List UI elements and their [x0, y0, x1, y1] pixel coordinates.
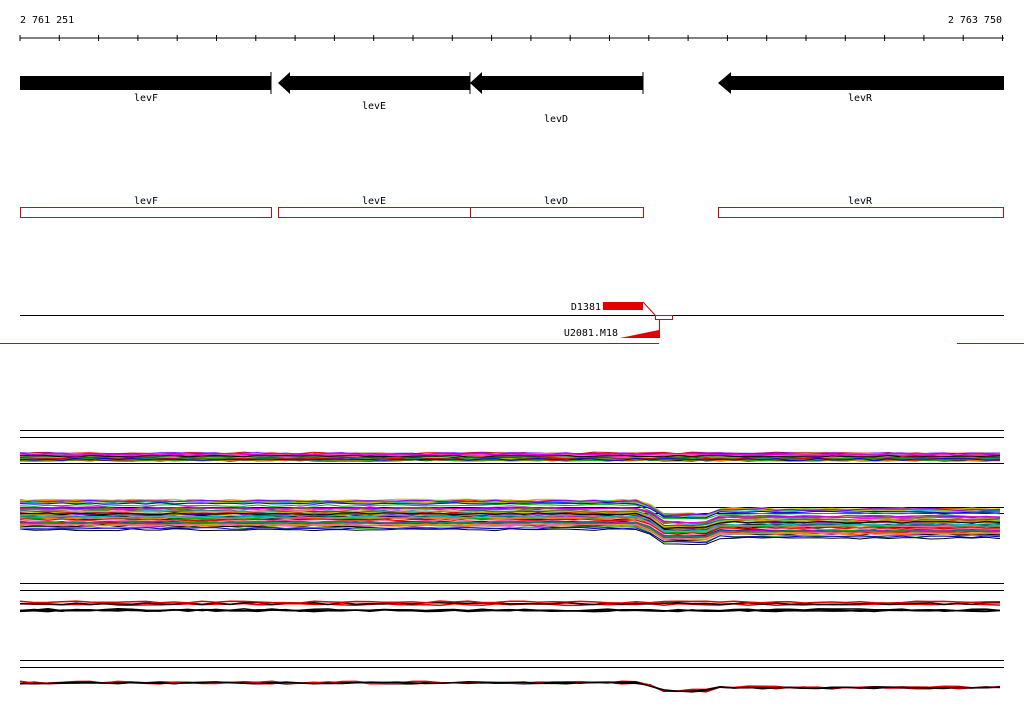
expression-trace	[19, 457, 1001, 461]
feature-label: D1381	[571, 302, 601, 313]
feature-box	[655, 315, 673, 320]
gene-arrow	[278, 72, 470, 94]
expression-trace	[19, 501, 1001, 519]
feature-connector	[642, 301, 656, 316]
annotation-label: levR	[848, 196, 873, 207]
expression-trace	[19, 512, 1001, 530]
expression-trace	[19, 503, 1001, 520]
ruler-ticks	[19, 35, 1003, 41]
annotation-box	[718, 207, 1004, 218]
gene-arrow	[470, 72, 643, 94]
annotation-label: levE	[362, 196, 386, 207]
expression-trace	[19, 681, 1001, 692]
expression-trace	[19, 499, 1001, 517]
feature-block	[603, 302, 643, 310]
gene-track: levF levE levD levR	[20, 72, 1004, 125]
gene-arrow	[718, 72, 1004, 94]
expression-trace	[19, 452, 1001, 456]
annotation-label: levD	[544, 196, 568, 207]
gene-label: levF	[134, 93, 158, 104]
gene-label: levD	[544, 114, 568, 125]
expression-trace	[19, 523, 1001, 540]
ruler-start: 2 761 251	[20, 15, 74, 26]
expression-trace	[19, 601, 1001, 606]
expression-trace	[19, 600, 1001, 604]
gene-label: levE	[362, 101, 386, 112]
ruler-end: 2 763 750	[948, 15, 1002, 26]
expression-trace	[19, 526, 1001, 544]
annotation-box	[278, 207, 471, 218]
gene-label: levR	[848, 93, 873, 104]
expression-trace	[19, 521, 1001, 538]
expression-trace	[19, 528, 1001, 546]
expression-trace	[19, 515, 1001, 533]
feature-triangle	[620, 330, 659, 338]
annotation-box	[470, 207, 644, 218]
annotation-track	[20, 207, 1004, 218]
expression-trace	[19, 514, 1001, 532]
expression-trace	[19, 506, 1001, 524]
expression-panels	[19, 430, 1004, 693]
expression-trace	[19, 452, 1001, 456]
expression-trace	[19, 452, 1000, 456]
expression-trace	[19, 608, 1001, 613]
expression-trace	[20, 454, 1001, 458]
gene-arrow	[20, 76, 271, 90]
expression-trace	[19, 498, 1001, 516]
annotation-label: levF	[134, 196, 158, 207]
feature-label: U2081.M18	[564, 328, 618, 339]
annotation-box	[20, 207, 272, 218]
expression-trace	[19, 518, 1001, 536]
expression-trace	[19, 509, 1001, 527]
